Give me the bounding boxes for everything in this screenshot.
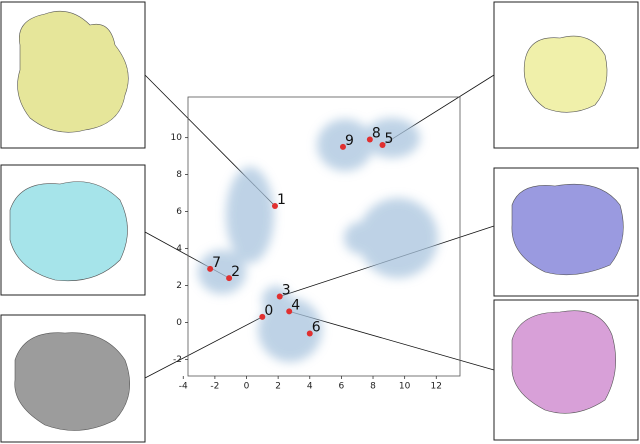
point [276, 293, 283, 300]
point [286, 308, 293, 315]
point-label: 4 [291, 297, 300, 313]
point-label: 3 [282, 283, 291, 299]
point [379, 142, 386, 149]
point-label: 8 [372, 125, 381, 141]
point-label: 0 [264, 303, 273, 319]
x-tick-label: 8 [370, 382, 376, 392]
point [226, 275, 233, 282]
density-map [9, 181, 128, 282]
x-tick-label: -2 [210, 382, 219, 392]
x-tick-label: 2 [275, 382, 281, 392]
density-map [17, 11, 129, 133]
x-tick-label: 12 [431, 382, 442, 392]
y-tick-label: 0 [176, 318, 182, 328]
point-label: 1 [277, 192, 286, 208]
point-label: 2 [231, 264, 240, 280]
plot-frame [187, 96, 461, 377]
x-tick-label: 0 [244, 382, 250, 392]
point [366, 136, 373, 143]
point [271, 203, 278, 210]
y-tick-label: 8 [176, 170, 182, 180]
density-map [511, 183, 624, 276]
point-label: 6 [312, 320, 321, 336]
point-label: 5 [385, 131, 394, 147]
y-tick-label: 10 [171, 133, 183, 143]
y-tick-label: 6 [176, 207, 182, 217]
density-map [511, 310, 616, 414]
y-tick-label: 4 [176, 244, 182, 254]
density-maps [9, 11, 624, 431]
point [306, 330, 313, 337]
point-label: 7 [212, 255, 221, 271]
point [259, 313, 266, 320]
x-tick-label: 10 [399, 382, 411, 392]
point [207, 265, 214, 272]
y-tick-label: 2 [176, 281, 182, 291]
x-tick-label: 6 [339, 382, 345, 392]
density-map [523, 35, 608, 113]
x-tick-label: -4 [179, 382, 188, 392]
y-tick-label: -2 [173, 355, 182, 365]
x-tick-label: 4 [307, 382, 313, 392]
point-label: 9 [345, 133, 354, 149]
point [339, 143, 346, 150]
connector [144, 316, 263, 379]
density-map [14, 332, 130, 431]
